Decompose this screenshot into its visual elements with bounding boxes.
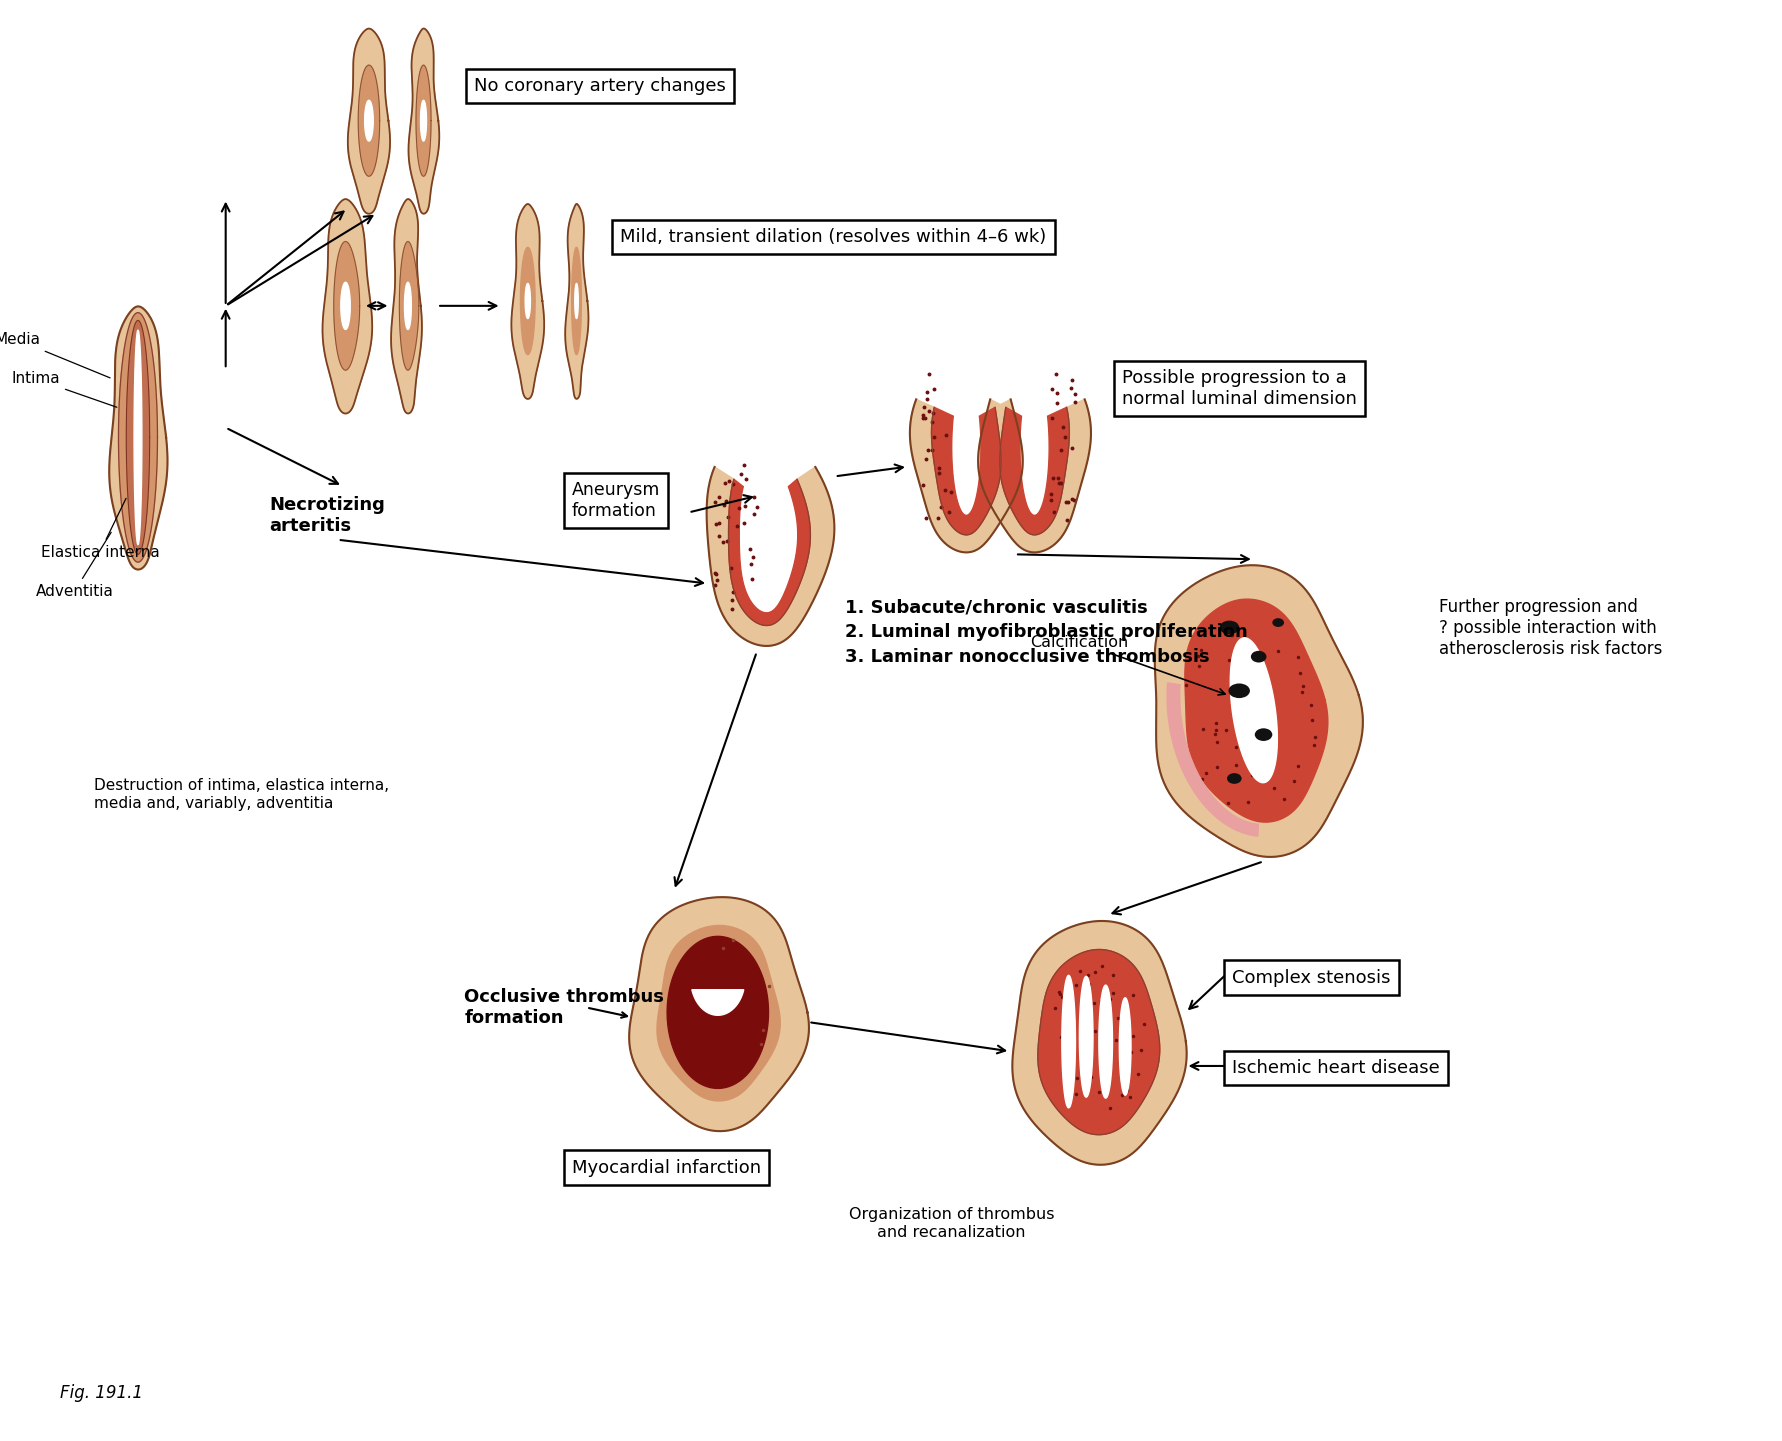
Text: Intima: Intima xyxy=(11,372,118,408)
Polygon shape xyxy=(978,399,1091,552)
Text: No coronary artery changes: No coronary artery changes xyxy=(474,76,725,95)
Polygon shape xyxy=(691,990,743,1016)
Polygon shape xyxy=(932,408,1001,535)
Polygon shape xyxy=(1230,638,1278,782)
Text: Necrotizing
arteritis: Necrotizing arteritis xyxy=(269,496,385,535)
Polygon shape xyxy=(729,480,811,625)
Polygon shape xyxy=(365,101,372,141)
Polygon shape xyxy=(347,29,390,213)
Polygon shape xyxy=(358,65,380,176)
Text: Complex stenosis: Complex stenosis xyxy=(1233,968,1392,987)
Polygon shape xyxy=(109,307,168,569)
Polygon shape xyxy=(1012,921,1187,1164)
Ellipse shape xyxy=(1228,683,1249,697)
Polygon shape xyxy=(666,937,768,1088)
Polygon shape xyxy=(576,284,579,318)
Polygon shape xyxy=(1167,683,1258,836)
Polygon shape xyxy=(415,65,431,176)
Text: Further progression and
? possible interaction with
atherosclerosis risk factors: Further progression and ? possible inter… xyxy=(1440,598,1663,657)
Polygon shape xyxy=(1155,565,1363,857)
Ellipse shape xyxy=(1228,774,1242,784)
Polygon shape xyxy=(1099,986,1112,1098)
Polygon shape xyxy=(390,199,422,414)
Text: Myocardial infarction: Myocardial infarction xyxy=(572,1159,761,1176)
Text: Destruction of intima, elastica interna,
media and, variably, adventitia: Destruction of intima, elastica interna,… xyxy=(94,778,388,811)
Ellipse shape xyxy=(1255,728,1272,741)
Polygon shape xyxy=(629,898,809,1131)
Text: 1. Subacute/chronic vasculitis
2. Luminal myofibroblastic proliferation
3. Lamin: 1. Subacute/chronic vasculitis 2. Lumina… xyxy=(845,598,1247,666)
Polygon shape xyxy=(340,282,351,330)
Text: Adventitia: Adventitia xyxy=(36,532,114,598)
Text: Aneurysm
formation: Aneurysm formation xyxy=(572,481,659,520)
Polygon shape xyxy=(911,399,1023,552)
Polygon shape xyxy=(118,313,157,562)
Text: Possible progression to a
normal luminal dimension: Possible progression to a normal luminal… xyxy=(1123,369,1358,408)
Polygon shape xyxy=(526,284,531,318)
Polygon shape xyxy=(405,282,412,330)
Text: Calcification: Calcification xyxy=(1030,634,1224,695)
Polygon shape xyxy=(421,101,426,141)
Polygon shape xyxy=(323,199,372,414)
Text: Mild, transient dilation (resolves within 4–6 wk): Mild, transient dilation (resolves withi… xyxy=(620,228,1046,246)
Polygon shape xyxy=(511,205,544,399)
Polygon shape xyxy=(1119,997,1132,1095)
Text: Fig. 191.1: Fig. 191.1 xyxy=(61,1385,143,1402)
Text: Elastica interna: Elastica interna xyxy=(41,499,159,559)
Polygon shape xyxy=(1185,599,1328,823)
Polygon shape xyxy=(1037,950,1160,1134)
Ellipse shape xyxy=(1219,621,1238,634)
Polygon shape xyxy=(399,242,419,370)
Polygon shape xyxy=(572,248,581,354)
Ellipse shape xyxy=(1251,651,1267,663)
Polygon shape xyxy=(1000,408,1069,535)
Polygon shape xyxy=(658,925,781,1101)
Text: Media: Media xyxy=(0,333,110,378)
Polygon shape xyxy=(333,242,360,370)
Polygon shape xyxy=(1080,977,1092,1097)
Polygon shape xyxy=(127,320,150,555)
Polygon shape xyxy=(134,330,143,545)
Polygon shape xyxy=(707,467,834,646)
Text: Occlusive thrombus
formation: Occlusive thrombus formation xyxy=(465,989,665,1027)
Text: Ischemic heart disease: Ischemic heart disease xyxy=(1233,1059,1440,1078)
Polygon shape xyxy=(408,29,440,213)
Polygon shape xyxy=(565,205,588,399)
Polygon shape xyxy=(520,248,535,354)
Ellipse shape xyxy=(1272,618,1285,627)
Text: Organization of thrombus
and recanalization: Organization of thrombus and recanalizat… xyxy=(848,1208,1055,1239)
Polygon shape xyxy=(1062,976,1076,1108)
